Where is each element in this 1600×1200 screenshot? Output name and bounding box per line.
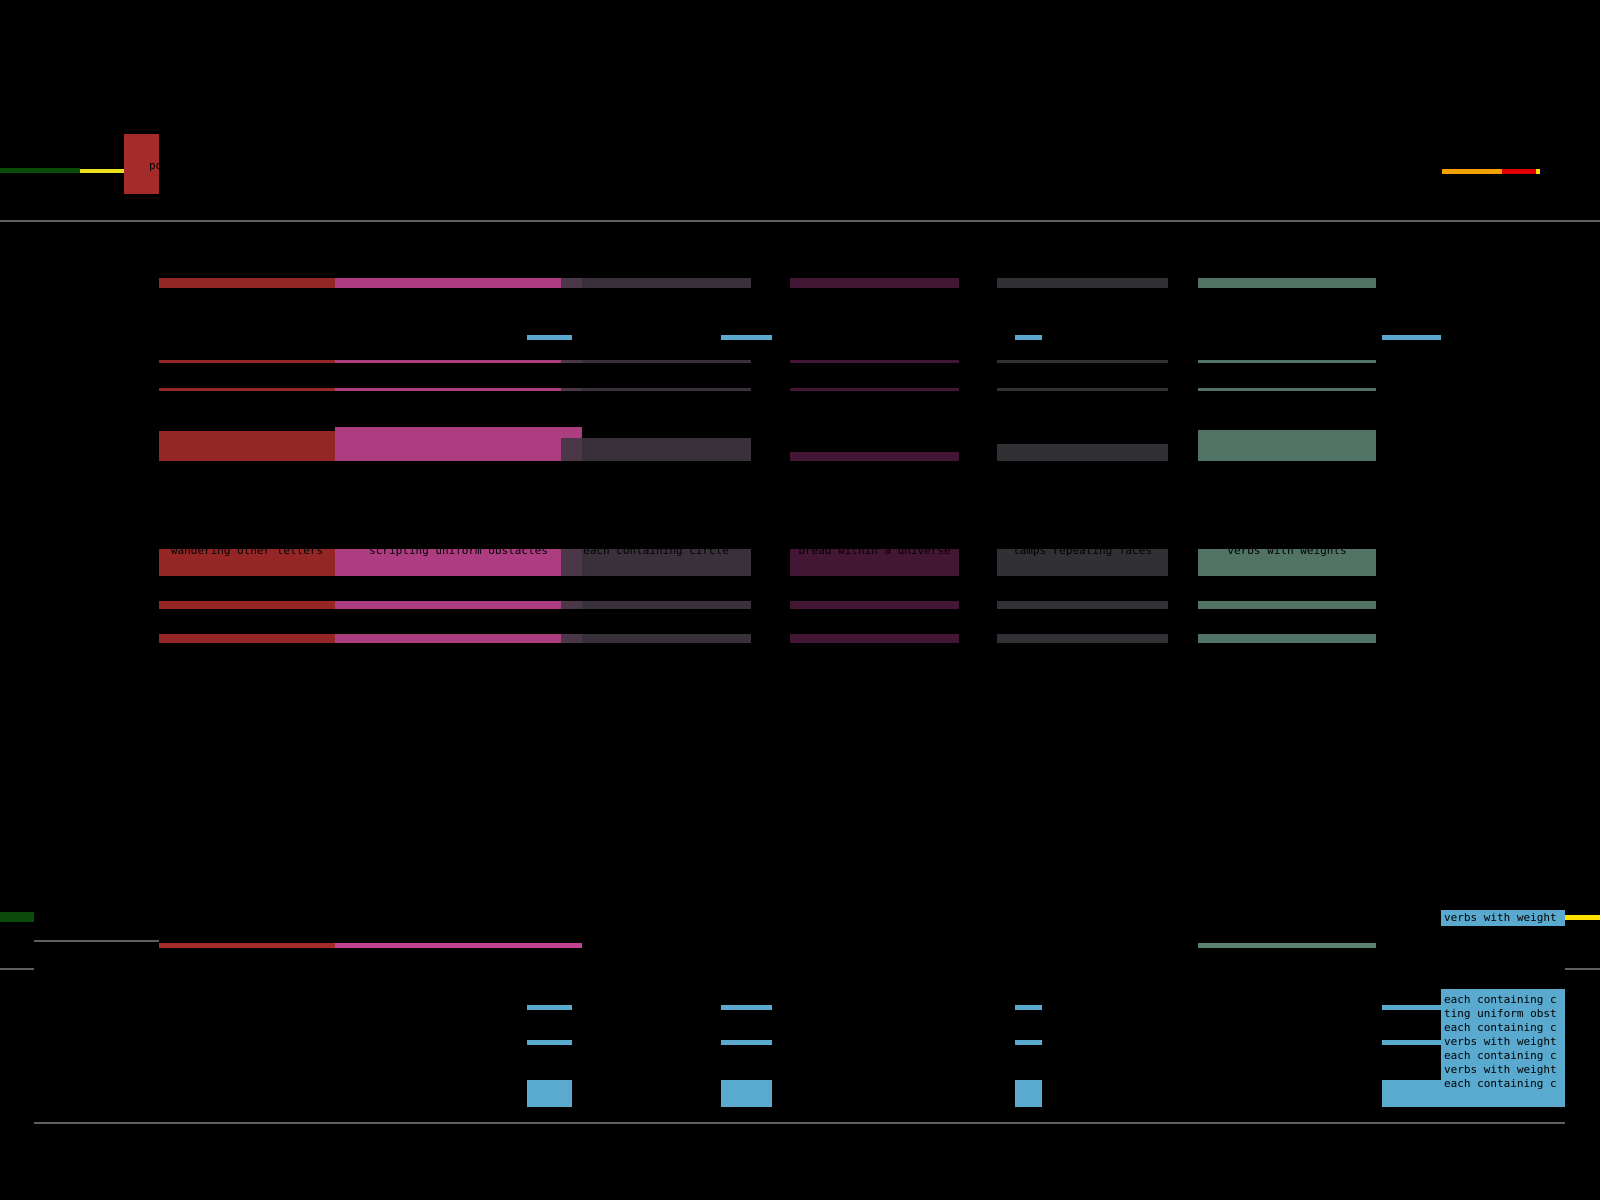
column-bar — [997, 634, 1168, 643]
tag — [527, 1040, 572, 1045]
tag — [1015, 1080, 1042, 1107]
tag — [1015, 335, 1042, 340]
status-bar — [80, 169, 125, 173]
column-bar — [561, 388, 751, 391]
column-bar — [1198, 943, 1376, 948]
tag — [527, 1080, 572, 1107]
column-label: lamps repeating faces — [1013, 544, 1152, 557]
column-bar — [997, 601, 1168, 609]
column-bar — [561, 360, 751, 363]
column-bar — [335, 360, 582, 363]
column-bar — [159, 943, 335, 948]
panel-item: each containing c — [1444, 1077, 1557, 1090]
panel-item: each containing c — [1444, 993, 1557, 1006]
column-bar — [159, 549, 335, 576]
column-bar — [159, 601, 335, 609]
side-panel-header — [1441, 910, 1565, 926]
column-bar — [1198, 634, 1376, 643]
tab[interactable] — [124, 134, 159, 194]
column-bar — [997, 360, 1168, 363]
tag — [527, 1005, 572, 1010]
column-bar — [790, 360, 959, 363]
column-bar — [561, 601, 751, 609]
column-bar — [790, 278, 959, 288]
panel-item: verbs with weight — [1444, 1063, 1557, 1076]
column-bar — [997, 278, 1168, 288]
side-panel — [1441, 989, 1565, 1107]
tag — [721, 1080, 772, 1107]
column-bar — [997, 549, 1168, 576]
panel-item: ting uniform obst — [1444, 1007, 1557, 1020]
column-bar — [790, 549, 959, 576]
column-bar — [1198, 601, 1376, 609]
tag — [1015, 1040, 1042, 1045]
tag — [1382, 335, 1441, 340]
column-label: each containing circle — [583, 544, 729, 557]
columns: wandering other letters scripting uniform… — [159, 278, 1441, 1107]
column-bar — [335, 549, 582, 576]
tag — [721, 335, 772, 340]
column-bar — [335, 601, 582, 609]
tag — [1382, 1080, 1441, 1107]
panel-item: each containing c — [1444, 1021, 1557, 1034]
status-bar — [1442, 169, 1502, 174]
column-bar — [159, 278, 335, 288]
column-block — [997, 444, 1168, 461]
column-label: scripting uniform obstacles — [369, 544, 548, 557]
panel-item: verbs with weight — [1444, 1035, 1557, 1048]
column-label: verbs with weights — [1227, 544, 1346, 557]
column-block — [561, 438, 751, 461]
tag — [721, 1005, 772, 1010]
tag — [1382, 1005, 1441, 1010]
status-bar — [1536, 169, 1540, 174]
column-bar — [561, 549, 751, 576]
column-bar — [1198, 388, 1376, 391]
panel-item: each containing c — [1444, 1049, 1557, 1062]
tag — [1382, 1040, 1441, 1045]
column-bar — [159, 360, 335, 363]
column-bar — [335, 278, 582, 288]
column-bar — [159, 388, 335, 391]
tag — [527, 335, 572, 340]
column-label: bread within a universe — [798, 544, 950, 557]
column-bar — [790, 388, 959, 391]
column-block — [1198, 430, 1376, 461]
column-bar — [790, 601, 959, 609]
status-bar — [1565, 915, 1600, 920]
column-block — [335, 427, 582, 461]
column-label: wandering other letters — [171, 544, 323, 557]
status-bar — [1502, 169, 1536, 174]
column-bar — [335, 943, 582, 948]
status-bar — [45, 168, 80, 173]
column-bar — [335, 388, 582, 391]
column-bar — [1198, 278, 1376, 288]
column-bar — [159, 634, 335, 643]
column-bar — [790, 634, 959, 643]
column-bar — [561, 634, 751, 643]
column-bar — [561, 278, 751, 288]
column-block — [790, 452, 959, 461]
column-bar — [335, 634, 582, 643]
tag — [1015, 1005, 1042, 1010]
status-bar — [0, 168, 45, 173]
column-block — [159, 431, 335, 461]
tag — [721, 1040, 772, 1045]
panel-item: verbs with weight — [1444, 911, 1557, 924]
tab-label: po — [149, 159, 162, 172]
column-bar — [1198, 549, 1376, 576]
column-bar — [1198, 360, 1376, 363]
column-bar — [997, 388, 1168, 391]
status-bar — [0, 912, 34, 922]
